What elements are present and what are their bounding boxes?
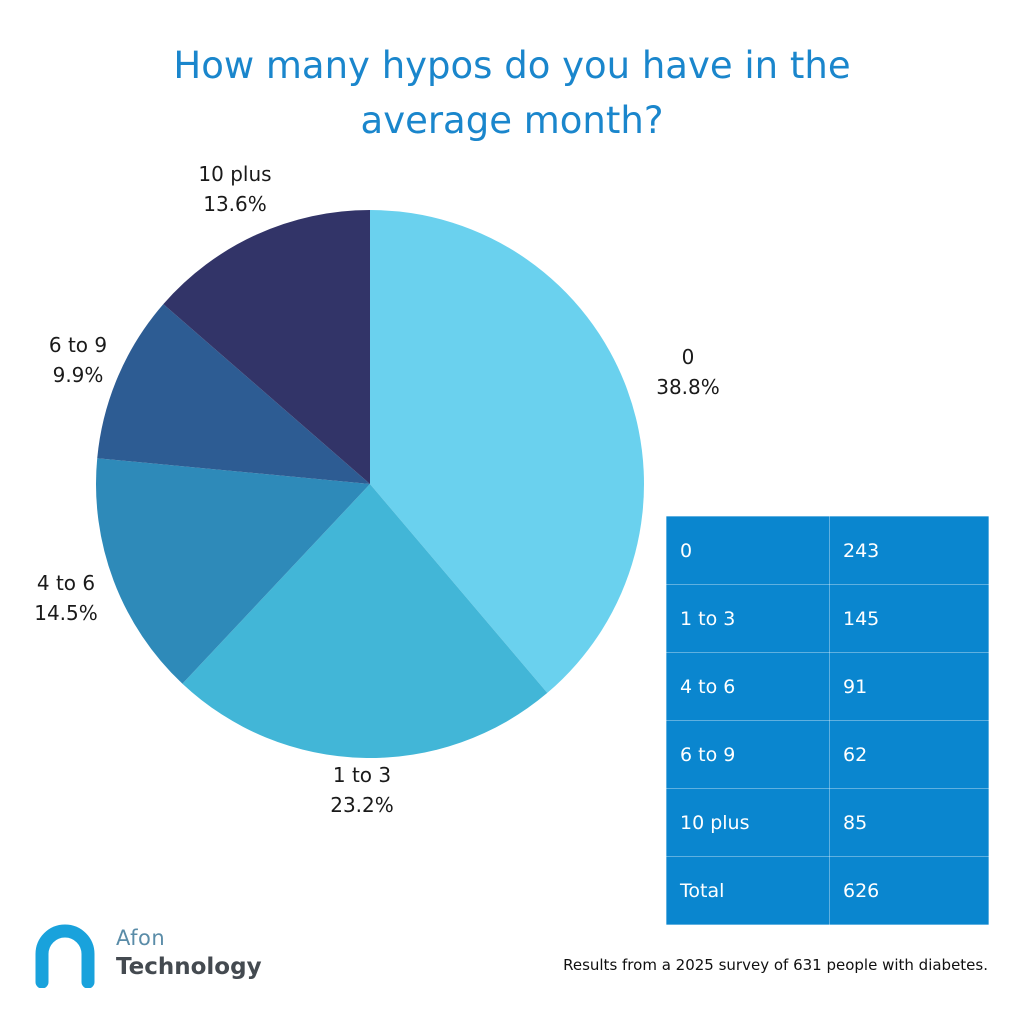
table-cell-count: 243 bbox=[829, 516, 989, 585]
data-table: 0 243 1 to 3 145 4 to 6 91 6 to 9 62 10 plus 85 To… bbox=[666, 516, 989, 925]
table-body: 0 243 1 to 3 145 4 to 6 91 6 to 9 62 10 plus 85 To… bbox=[666, 516, 989, 925]
slice-label-name: 4 to 6 bbox=[37, 571, 95, 595]
table-row: 1 to 3 145 bbox=[666, 584, 989, 653]
slice-label-percent: 23.2% bbox=[330, 793, 394, 817]
table-cell-count: 626 bbox=[829, 856, 989, 925]
slice-label-percent: 9.9% bbox=[53, 363, 104, 387]
slice-label-name: 6 to 9 bbox=[49, 333, 107, 357]
slice-label-name: 0 bbox=[682, 345, 695, 369]
table-cell-count: 145 bbox=[829, 584, 989, 653]
pie-slice-1-to-3 bbox=[182, 484, 548, 758]
pie-slice-10-plus bbox=[163, 210, 370, 484]
table-cell-count: 85 bbox=[829, 788, 989, 857]
pie-slice-6-to-9 bbox=[97, 304, 371, 484]
table-cell-label: 1 to 3 bbox=[666, 584, 830, 653]
afon-technology-logo: Afon Technology bbox=[34, 920, 294, 992]
table-cell-label: 0 bbox=[666, 516, 830, 585]
table-cell-label: 10 plus bbox=[666, 788, 830, 857]
logo-text-afon: Afon bbox=[116, 926, 166, 950]
slice-label-percent: 13.6% bbox=[203, 192, 267, 216]
table-cell-label: 4 to 6 bbox=[666, 652, 830, 721]
slice-label-name: 1 to 3 bbox=[333, 763, 391, 787]
slice-label-name: 10 plus bbox=[198, 162, 271, 186]
slice-label-percent: 14.5% bbox=[34, 601, 98, 625]
table-row: 10 plus 85 bbox=[666, 788, 989, 857]
pie-labels: 0 38.8% 1 to 3 23.2% 4 to 6 14.5% 6 to 9 9.9% 10… bbox=[34, 162, 720, 817]
logo-text-technology: Technology bbox=[116, 954, 262, 980]
slice-label-percent: 38.8% bbox=[656, 375, 720, 399]
table-cell-count: 91 bbox=[829, 652, 989, 721]
pie-slices bbox=[96, 210, 645, 758]
footnote: Results from a 2025 survey of 631 people… bbox=[563, 956, 988, 974]
table-row: 6 to 9 62 bbox=[666, 720, 989, 789]
chart-title: How many hypos do you have in the averag… bbox=[173, 44, 851, 142]
table-row: Total 626 bbox=[666, 856, 989, 925]
table-row: 0 243 bbox=[666, 516, 989, 585]
table-row: 4 to 6 91 bbox=[666, 652, 989, 721]
pie-slice-4-to-6 bbox=[96, 458, 371, 684]
table-cell-label: Total bbox=[666, 856, 830, 925]
logo-mark-icon bbox=[35, 924, 95, 988]
table-cell-label: 6 to 9 bbox=[666, 720, 830, 789]
pie-slice-0 bbox=[370, 210, 645, 693]
table-cell-count: 62 bbox=[829, 720, 989, 789]
